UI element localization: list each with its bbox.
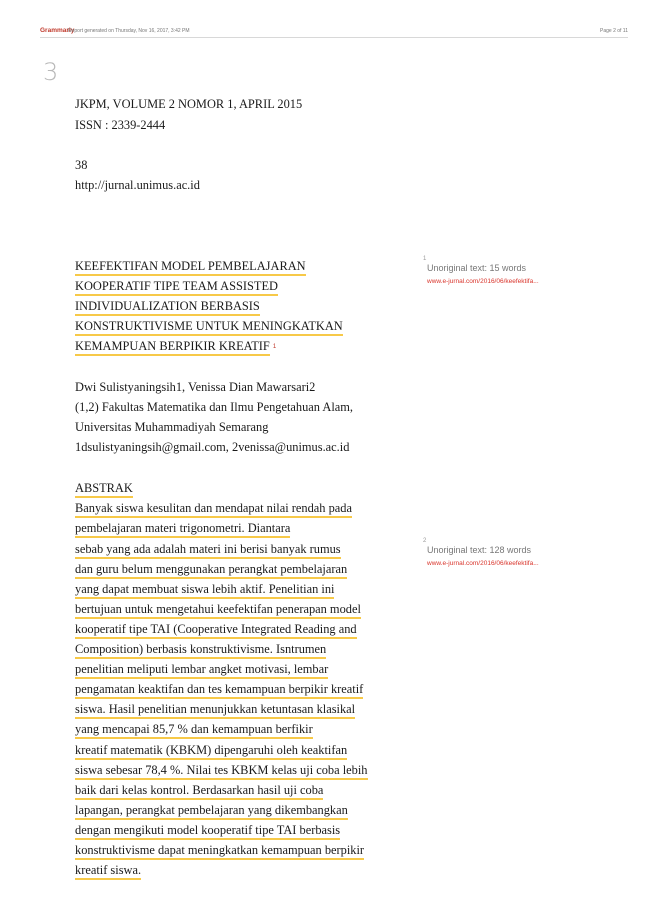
match-marker[interactable]: 1 [272, 344, 277, 351]
abstract-line[interactable]: pengamatan keaktifan dan tes kemampuan b… [75, 682, 364, 699]
unoriginal-text-count: Unoriginal text: 128 words [427, 545, 532, 555]
issn: ISSN : 2339-2444 [75, 118, 166, 132]
abstract-line[interactable]: bertujuan untuk mengetahui keefektifan p… [75, 602, 361, 619]
title-line[interactable]: KONSTRUKTIVISME UNTUK MENINGKATKAN [75, 319, 343, 336]
source-link[interactable]: www.e-jurnal.com/2016/06/keefektifa... [427, 560, 539, 567]
abstract-line[interactable]: sebab yang ada adalah materi ini berisi … [75, 542, 341, 559]
title-line[interactable]: KEMAMPUAN BERPIKIR KREATIF [75, 339, 270, 356]
report-generated-text: Report generated on Thursday, Nov 16, 20… [68, 28, 190, 34]
journal-url: http://jurnal.unimus.ac.id [75, 178, 200, 192]
abstract-line[interactable]: dengan mengikuti model kooperatif tipe T… [75, 823, 341, 840]
page-indicator: Page 2 of 11 [600, 28, 628, 34]
abstract-line[interactable]: Banyak siswa kesulitan dan mendapat nila… [75, 501, 352, 518]
abstract-line[interactable]: kreatif siswa. [75, 863, 142, 880]
abstract-line[interactable]: kreatif matematik (KBKM) dipengaruhi ole… [75, 743, 348, 760]
abstract-line[interactable]: baik dari kelas kontrol. Berdasarkan has… [75, 783, 324, 800]
match-card-marker: 1 [423, 256, 427, 262]
abstract-heading[interactable]: ABSTRAK [75, 481, 133, 498]
grammarly-logo: Grammarly [40, 27, 75, 34]
author-line: Universitas Muhammadiyah Semarang [75, 420, 269, 434]
abstract-line[interactable]: yang dapat membuat siswa lebih aktif. Pe… [75, 582, 335, 599]
journal-page: 38 [75, 158, 88, 172]
report-header: Grammarly Report generated on Thursday, … [40, 27, 628, 38]
author-line: Dwi Sulistyaningsih1, Venissa Dian Mawar… [75, 380, 316, 394]
abstract-line[interactable]: dan guru belum menggunakan perangkat pem… [75, 562, 348, 579]
page-number: 3 [43, 58, 59, 86]
title-line[interactable]: KEEFEKTIFAN MODEL PEMBELAJARAN [75, 259, 306, 276]
author-line: (1,2) Fakultas Matematika dan Ilmu Penge… [75, 400, 354, 414]
source-link[interactable]: www.e-jurnal.com/2016/06/keefektifa... [427, 278, 539, 285]
title-line[interactable]: KOOPERATIF TIPE TEAM ASSISTED [75, 279, 278, 296]
abstract-line[interactable]: kooperatif tipe TAI (Cooperative Integra… [75, 622, 357, 639]
abstract-line[interactable]: konstruktivisme dapat meningkatkan kemam… [75, 843, 365, 860]
title-line[interactable]: INDIVIDUALIZATION BERBASIS [75, 299, 260, 316]
abstract-line[interactable]: Composition) berbasis konstruktivisme. I… [75, 642, 327, 659]
abstract-line[interactable]: siswa. Hasil penelitian menunjukkan ketu… [75, 702, 356, 719]
abstract-line[interactable]: penelitian meliputi lembar angket motiva… [75, 662, 329, 679]
match-card-marker: 2 [423, 538, 427, 544]
author-line: 1dsulistyaningsih@gmail.com, 2venissa@un… [75, 440, 350, 454]
abstract-line[interactable]: pembelajaran materi trigonometri. Dianta… [75, 521, 291, 538]
abstract-line[interactable]: siswa sebesar 78,4 %. Nilai tes KBKM kel… [75, 763, 368, 780]
journal-name: JKPM, VOLUME 2 NOMOR 1, APRIL 2015 [75, 97, 303, 111]
abstract-line[interactable]: lapangan, perangkat pembelajaran yang di… [75, 803, 348, 820]
unoriginal-text-count: Unoriginal text: 15 words [427, 263, 527, 273]
abstract-line[interactable]: yang mencapai 85,7 % dan kemampuan berfi… [75, 722, 313, 739]
